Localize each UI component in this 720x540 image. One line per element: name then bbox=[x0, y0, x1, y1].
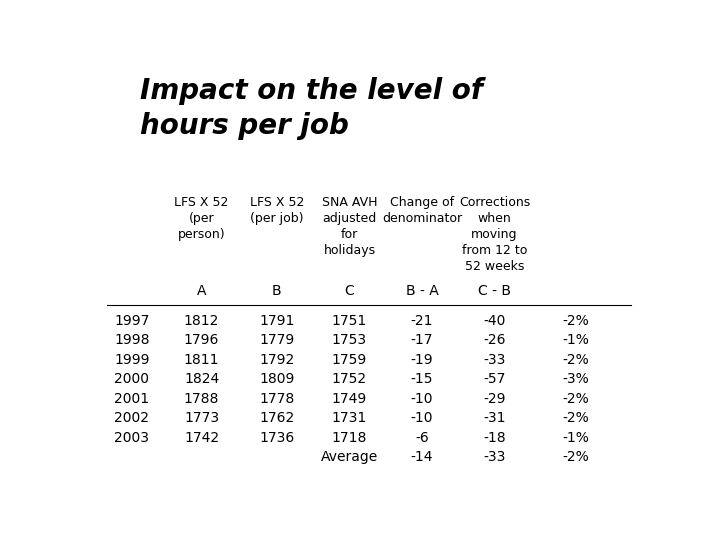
Text: 1779: 1779 bbox=[259, 334, 294, 347]
Text: 1998: 1998 bbox=[114, 334, 150, 347]
Text: 1811: 1811 bbox=[184, 353, 220, 367]
Text: 2000: 2000 bbox=[114, 372, 149, 386]
Text: 2001: 2001 bbox=[114, 392, 150, 406]
Text: 1749: 1749 bbox=[332, 392, 367, 406]
Text: -10: -10 bbox=[410, 392, 433, 406]
Text: -10: -10 bbox=[410, 411, 433, 425]
Text: -15: -15 bbox=[410, 372, 433, 386]
Text: -2%: -2% bbox=[562, 392, 589, 406]
Text: 1759: 1759 bbox=[332, 353, 367, 367]
Text: 1788: 1788 bbox=[184, 392, 220, 406]
Text: C - B: C - B bbox=[478, 285, 511, 299]
Text: -21: -21 bbox=[410, 314, 433, 328]
Text: -6: -6 bbox=[415, 431, 429, 445]
Text: 1796: 1796 bbox=[184, 334, 220, 347]
Text: 1809: 1809 bbox=[259, 372, 294, 386]
Text: -1%: -1% bbox=[562, 431, 589, 445]
Text: -17: -17 bbox=[410, 334, 433, 347]
Text: -2%: -2% bbox=[562, 411, 589, 425]
Text: C: C bbox=[345, 285, 354, 299]
Text: -57: -57 bbox=[483, 372, 505, 386]
Text: 2002: 2002 bbox=[114, 411, 149, 425]
Text: -29: -29 bbox=[483, 392, 505, 406]
Text: Average: Average bbox=[321, 450, 378, 464]
Text: 1999: 1999 bbox=[114, 353, 150, 367]
Text: 1812: 1812 bbox=[184, 314, 220, 328]
Text: -3%: -3% bbox=[562, 372, 589, 386]
Text: -40: -40 bbox=[483, 314, 505, 328]
Text: 1762: 1762 bbox=[259, 411, 294, 425]
Text: 1753: 1753 bbox=[332, 334, 367, 347]
Text: 1736: 1736 bbox=[259, 431, 294, 445]
Text: SNA AVH
adjusted
for
holidays: SNA AVH adjusted for holidays bbox=[322, 196, 377, 257]
Text: Impact on the level of
hours per job: Impact on the level of hours per job bbox=[140, 77, 483, 140]
Text: 2003: 2003 bbox=[114, 431, 149, 445]
Text: -2%: -2% bbox=[562, 353, 589, 367]
Text: -14: -14 bbox=[410, 450, 433, 464]
Text: -1%: -1% bbox=[562, 334, 589, 347]
Text: B - A: B - A bbox=[405, 285, 438, 299]
Text: -2%: -2% bbox=[562, 450, 589, 464]
Text: -33: -33 bbox=[483, 353, 505, 367]
Text: Change of
denominator: Change of denominator bbox=[382, 196, 462, 225]
Text: 1791: 1791 bbox=[259, 314, 294, 328]
Text: -33: -33 bbox=[483, 450, 505, 464]
Text: -31: -31 bbox=[483, 411, 505, 425]
Text: 1752: 1752 bbox=[332, 372, 367, 386]
Text: -18: -18 bbox=[483, 431, 506, 445]
Text: Corrections
when
moving
from 12 to
52 weeks: Corrections when moving from 12 to 52 we… bbox=[459, 196, 530, 273]
Text: 1742: 1742 bbox=[184, 431, 219, 445]
Text: 1731: 1731 bbox=[332, 411, 367, 425]
Text: 1792: 1792 bbox=[259, 353, 294, 367]
Text: -19: -19 bbox=[410, 353, 433, 367]
Text: LFS X 52
(per
person): LFS X 52 (per person) bbox=[174, 196, 229, 241]
Text: 1773: 1773 bbox=[184, 411, 219, 425]
Text: -26: -26 bbox=[483, 334, 505, 347]
Text: 1824: 1824 bbox=[184, 372, 219, 386]
Text: 1778: 1778 bbox=[259, 392, 294, 406]
Text: LFS X 52
(per job): LFS X 52 (per job) bbox=[250, 196, 304, 225]
Text: -2%: -2% bbox=[562, 314, 589, 328]
Text: A: A bbox=[197, 285, 207, 299]
Text: 1718: 1718 bbox=[332, 431, 367, 445]
Text: 1751: 1751 bbox=[332, 314, 367, 328]
Text: B: B bbox=[272, 285, 282, 299]
Text: 1997: 1997 bbox=[114, 314, 150, 328]
